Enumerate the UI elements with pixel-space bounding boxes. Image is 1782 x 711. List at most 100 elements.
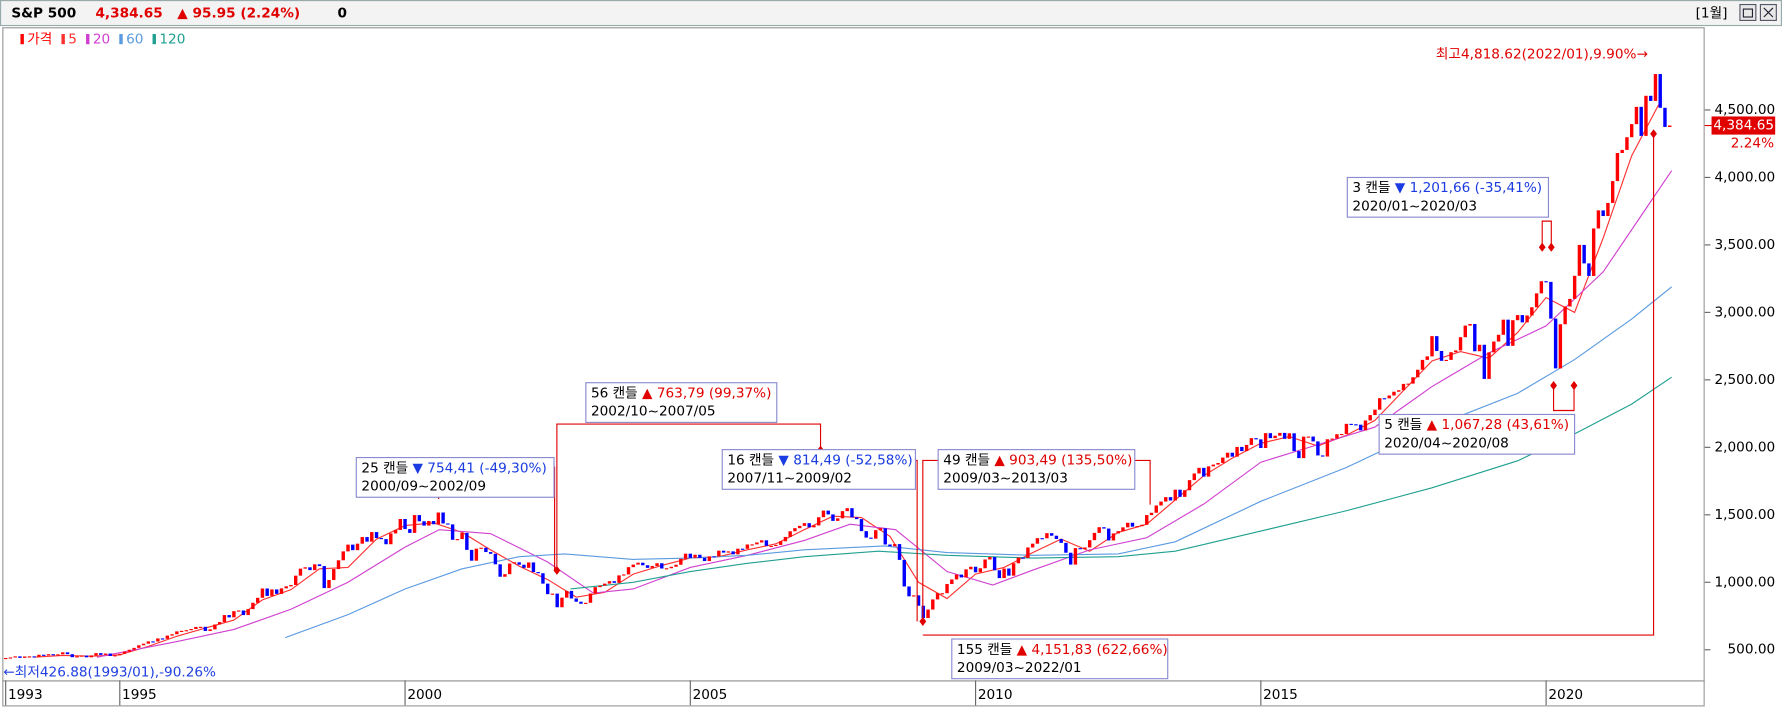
legend-label: 가격 [27,32,52,48]
candle [94,653,98,656]
symbol: S&P 500 [11,6,76,22]
legend-label: 20 [93,32,110,48]
period-button[interactable]: [1월] [1696,6,1728,22]
candle [1610,181,1615,203]
annotation-marker [1550,381,1557,391]
candle [736,548,740,555]
candle [42,654,46,656]
candle [1135,526,1139,528]
y-tick-label: 500.00 [1728,642,1776,658]
candle [232,611,236,618]
candle [1011,563,1016,576]
last-price-label: 4,384.65 [1713,118,1774,134]
candle [550,593,555,595]
candle [227,615,231,618]
candle [303,567,307,569]
candle [588,593,593,603]
candle [717,550,721,557]
candle [417,515,422,522]
candle [75,656,79,658]
candle [512,562,517,564]
maximize-button[interactable] [1739,3,1757,21]
candle [912,595,916,597]
candle [1154,505,1158,513]
candle [555,593,559,608]
candle [855,517,859,520]
annotation-period: 2020/01~2020/03 [1352,198,1477,214]
candle [460,532,464,540]
candle [1606,202,1610,217]
candle [1097,527,1101,533]
candle [1492,341,1496,353]
last-price-box [1711,116,1776,135]
candle [1496,334,1501,342]
candle [1021,557,1025,559]
candle [431,521,436,525]
y-tick-label: 3,000.00 [1715,304,1776,320]
candle [988,557,992,560]
candle [574,598,578,602]
candle [954,574,959,580]
candle [1596,210,1601,229]
candle [1368,415,1372,421]
candle [351,544,355,551]
candle [1164,497,1168,502]
candle [436,512,441,525]
candle [141,643,146,646]
candle [403,518,407,530]
candle [683,553,688,559]
candle [1016,557,1021,564]
annotation-change: ▲ 4,151,83 (622,66%) [1017,642,1168,658]
annotation-count: 25 캔들 [361,460,408,476]
annotation-change: ▲ 1,067,28 (43,61%) [1427,417,1569,433]
candle [1568,298,1572,307]
legend-label: 5 [68,32,77,48]
candle [322,566,326,589]
candle [1634,106,1639,125]
candle [655,563,659,566]
annotation-change: ▼ 814,49 (-52,58%) [778,452,912,468]
candle [812,525,816,528]
candle [1325,439,1330,457]
candle [1530,307,1534,316]
candle [51,654,55,656]
candle [1145,515,1149,525]
candle [1487,352,1491,379]
candle [764,540,769,546]
candle [1244,444,1249,452]
candle [265,588,269,596]
last-price-change: 2.24% [1731,136,1774,152]
candle [1401,383,1406,391]
candle [160,638,165,640]
candle [13,656,17,658]
candle [1387,395,1391,399]
candle [360,537,364,544]
candle [1392,391,1396,396]
annotation-marker [1547,242,1555,252]
candle [679,558,683,565]
candle [1187,480,1192,491]
candle [137,645,141,648]
candle [1130,522,1135,527]
candle [698,554,702,558]
candle [579,601,583,604]
candle [327,579,331,589]
candle [1506,319,1510,346]
moving-average-line [285,286,1673,639]
candle [973,566,978,573]
annotation-connector [556,423,822,571]
candle [1149,512,1154,516]
candle [1653,74,1658,101]
candle [959,574,964,578]
candle [65,652,70,655]
candle [1620,149,1624,154]
candle [931,599,935,610]
annotation-change: ▼ 754,41 (-49,30%) [412,460,546,476]
annotation-period: 2007/11~2009/02 [727,471,852,487]
candle [61,652,65,655]
candle [217,622,222,625]
candle [622,574,626,576]
candle [1553,318,1558,369]
candle [888,544,892,547]
candle [893,544,897,547]
